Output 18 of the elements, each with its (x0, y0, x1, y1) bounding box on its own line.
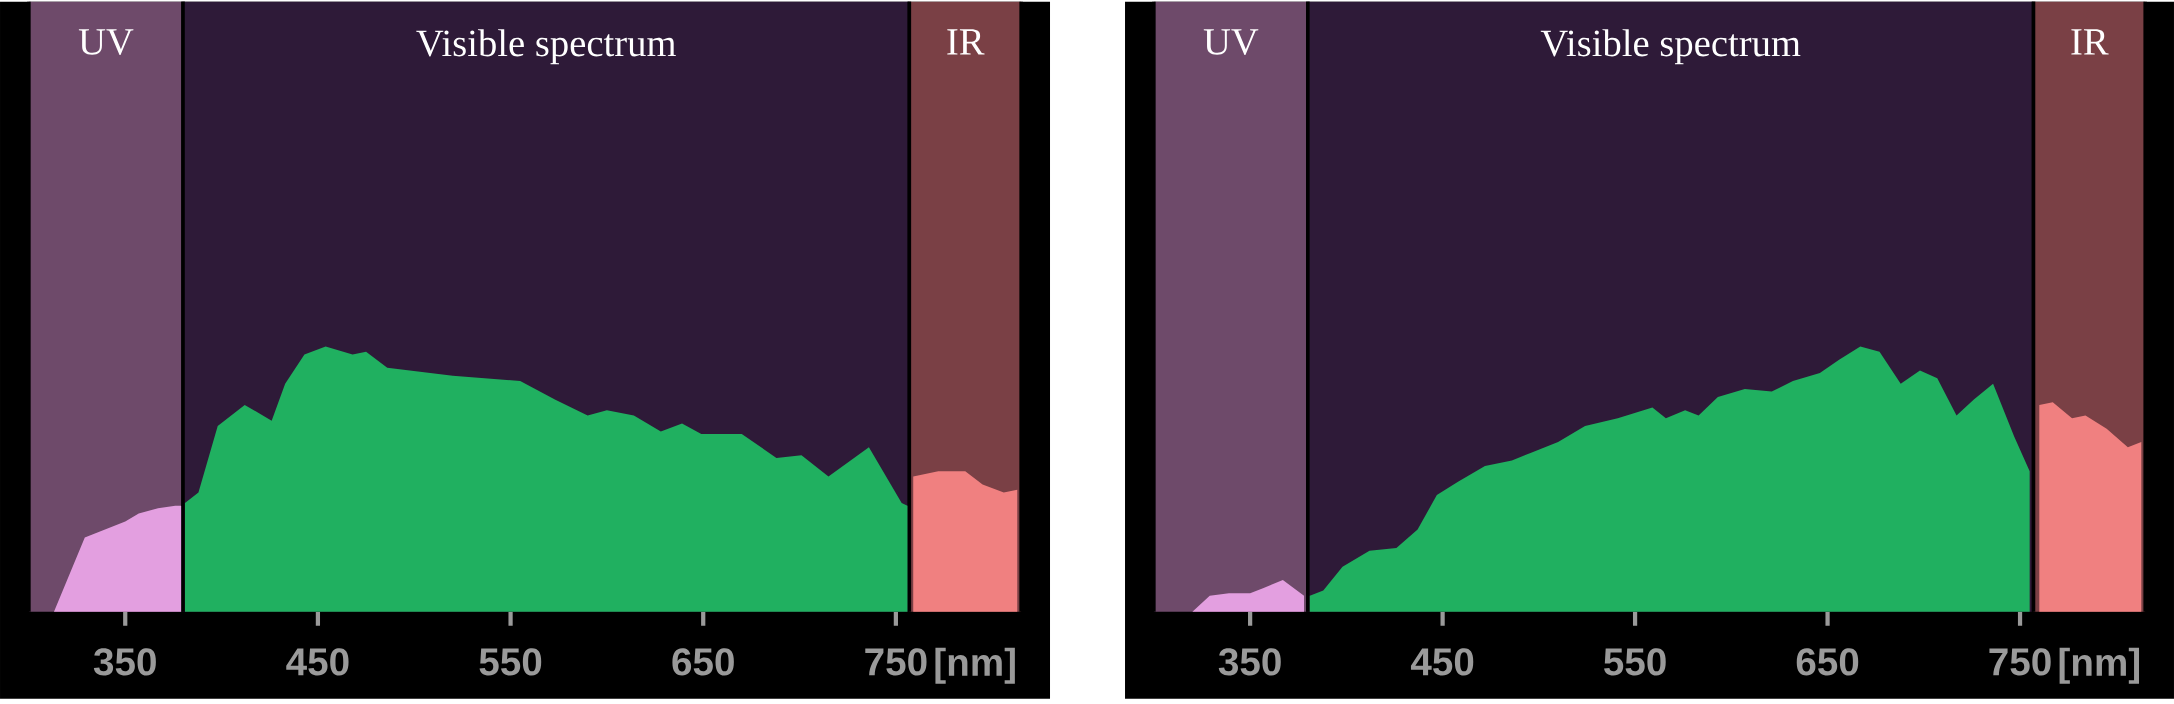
x-tick-label: 750 (1989, 648, 2051, 676)
x-axis-title: [nm] (935, 647, 1015, 684)
x-tick-label: 450 (286, 648, 349, 676)
x-tick-label: 650 (1796, 648, 1859, 676)
band-label: IR (947, 29, 985, 55)
x-tick-label: 750 (865, 648, 927, 676)
x-tick-label: 350 (1218, 648, 1281, 676)
band-label: Visible spectrum (416, 29, 676, 65)
x-axis-title: [nm] (2059, 647, 2140, 684)
x-tick-label: 450 (1410, 648, 1474, 676)
x-tick-label: 550 (1604, 648, 1666, 676)
band-label: IR (2071, 29, 2109, 55)
x-tick-label: 350 (93, 648, 156, 676)
band-label: Visible spectrum (1540, 29, 1801, 65)
x-tick-label: 650 (672, 648, 734, 676)
x-tick-label: 550 (479, 648, 542, 676)
band-label: UV (78, 29, 134, 56)
band-label: UV (1203, 29, 1259, 56)
